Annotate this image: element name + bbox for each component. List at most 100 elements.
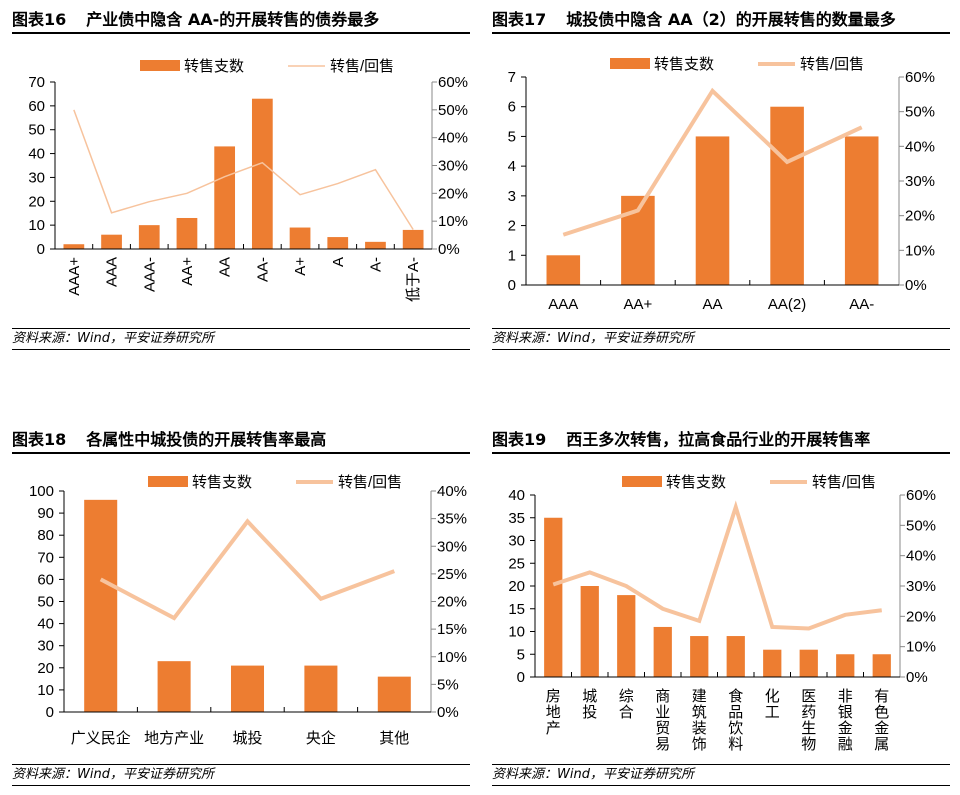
x-tick-label: AA(2) bbox=[768, 296, 806, 313]
bar bbox=[695, 136, 730, 285]
figure-title-text: 各属性中城投债的开展转售率最高 bbox=[86, 430, 327, 449]
y-tick-label-right: 5% bbox=[437, 676, 459, 693]
y-tick-label-right: 60% bbox=[906, 487, 936, 504]
bar bbox=[544, 517, 563, 677]
source-note-19: 资料来源：Wind，平安证券研究所 bbox=[492, 764, 950, 786]
x-tick-label: 综合 bbox=[619, 688, 634, 721]
bar bbox=[230, 665, 265, 712]
y-tick-label-left: 50 bbox=[28, 122, 45, 139]
legend-line-label: 转售/回售 bbox=[338, 474, 402, 491]
y-tick-label-right: 10% bbox=[437, 649, 467, 666]
y-tick-label-left: 6 bbox=[508, 99, 516, 116]
x-tick-label: 其他 bbox=[379, 730, 409, 747]
y-tick-label-right: 10% bbox=[905, 242, 935, 259]
x-tick-label: AAA bbox=[104, 257, 121, 287]
x-tick-label: 央企 bbox=[306, 729, 336, 747]
legend-bar-swatch bbox=[140, 60, 180, 71]
y-tick-label-left: 5 bbox=[517, 646, 525, 663]
x-tick-label: AA+ bbox=[179, 257, 196, 286]
y-tick-label-left: 15 bbox=[508, 601, 525, 618]
figure-title-16: 图表16 产业债中隐含 AA-的开展转售的债券最多 bbox=[12, 6, 470, 34]
series-line bbox=[552, 500, 882, 631]
y-tick-label-right: 40% bbox=[437, 483, 467, 500]
y-tick-label-left: 0 bbox=[46, 704, 54, 721]
y-tick-label-right: 0% bbox=[438, 241, 460, 258]
legend-line-label: 转售/回售 bbox=[812, 474, 876, 491]
bar bbox=[653, 626, 672, 677]
y-tick-label-left: 70 bbox=[28, 74, 45, 91]
x-tick-label: AAA+ bbox=[66, 257, 83, 296]
figure-title-text: 西王多次转售，拉高食品行业的开展转售率 bbox=[566, 430, 871, 449]
x-tick-label: AAA bbox=[548, 296, 578, 313]
y-tick-label-right: 0% bbox=[905, 277, 927, 294]
y-tick-label-left: 60 bbox=[28, 98, 45, 115]
legend-bar-swatch bbox=[148, 476, 188, 487]
bar bbox=[402, 229, 424, 249]
y-tick-label-left: 30 bbox=[37, 638, 54, 655]
bar bbox=[101, 234, 122, 249]
y-tick-label-left: 3 bbox=[508, 188, 516, 205]
figure-title-text: 产业债中隐含 AA-的开展转售的债券最多 bbox=[86, 10, 380, 29]
legend-bar-swatch bbox=[610, 58, 650, 69]
y-tick-label-left: 1 bbox=[508, 247, 516, 264]
x-tick-label: 医药生物 bbox=[801, 688, 816, 753]
y-tick-label-left: 20 bbox=[28, 193, 45, 210]
bar bbox=[546, 255, 581, 285]
bar bbox=[799, 649, 818, 677]
bar bbox=[580, 586, 599, 677]
y-tick-label-left: 60 bbox=[37, 571, 54, 588]
y-tick-label-right: 60% bbox=[438, 74, 468, 91]
y-tick-label-right: 30% bbox=[905, 173, 935, 190]
y-tick-label-left: 40 bbox=[28, 146, 45, 163]
y-tick-label-left: 10 bbox=[28, 217, 45, 234]
x-tick-label: AA- bbox=[254, 257, 271, 282]
figure-number: 图表19 bbox=[492, 430, 547, 449]
y-tick-label-left: 100 bbox=[29, 483, 54, 500]
bar bbox=[138, 225, 160, 249]
y-tick-label-right: 0% bbox=[906, 669, 928, 686]
x-tick-label: 城投 bbox=[582, 688, 597, 721]
y-tick-label-left: 80 bbox=[37, 527, 54, 544]
y-tick-label-left: 10 bbox=[37, 682, 54, 699]
figure-number: 图表16 bbox=[12, 10, 67, 29]
y-tick-label-right: 30% bbox=[437, 538, 467, 555]
bar bbox=[214, 146, 236, 249]
x-tick-label: A bbox=[330, 257, 347, 267]
y-tick-label-right: 40% bbox=[905, 138, 935, 155]
x-tick-label: 广义民企 bbox=[71, 729, 131, 747]
y-tick-label-right: 20% bbox=[905, 208, 935, 225]
y-tick-label-right: 40% bbox=[438, 130, 468, 147]
y-tick-label-left: 40 bbox=[508, 487, 525, 504]
legend-bar-label: 转售支数 bbox=[192, 474, 252, 491]
y-tick-label-right: 40% bbox=[906, 548, 936, 565]
x-tick-label: 城投 bbox=[232, 730, 262, 747]
bar bbox=[690, 636, 709, 677]
y-tick-label-left: 25 bbox=[508, 555, 525, 572]
y-tick-label-left: 50 bbox=[37, 594, 54, 611]
x-tick-label: AA bbox=[702, 296, 722, 313]
y-tick-label-right: 15% bbox=[437, 621, 467, 638]
y-tick-label-left: 30 bbox=[508, 533, 525, 550]
source-note-18: 资料来源：Wind，平安证券研究所 bbox=[12, 764, 470, 786]
y-tick-label-left: 4 bbox=[508, 158, 516, 175]
x-tick-label: 商业贸易 bbox=[655, 688, 670, 753]
series-line bbox=[99, 518, 396, 621]
y-tick-label-right: 10% bbox=[438, 213, 468, 230]
x-tick-label: 地方产业 bbox=[144, 730, 204, 747]
x-tick-label: 建筑装饰 bbox=[692, 688, 707, 753]
source-note-17: 资料来源：Wind，平安证券研究所 bbox=[492, 328, 950, 350]
x-tick-label: AA- bbox=[849, 296, 874, 313]
bar bbox=[365, 241, 386, 249]
series-line bbox=[73, 109, 414, 230]
y-tick-label-right: 20% bbox=[437, 594, 467, 611]
bar bbox=[872, 654, 891, 677]
y-tick-label-left: 0 bbox=[37, 241, 45, 258]
bar bbox=[327, 237, 349, 249]
y-tick-label-left: 10 bbox=[508, 624, 525, 641]
y-tick-label-left: 2 bbox=[508, 218, 516, 235]
y-tick-label-right: 50% bbox=[905, 104, 935, 121]
y-tick-label-right: 0% bbox=[437, 704, 459, 721]
figure-number: 图表18 bbox=[12, 430, 67, 449]
y-tick-label-right: 20% bbox=[438, 185, 468, 202]
